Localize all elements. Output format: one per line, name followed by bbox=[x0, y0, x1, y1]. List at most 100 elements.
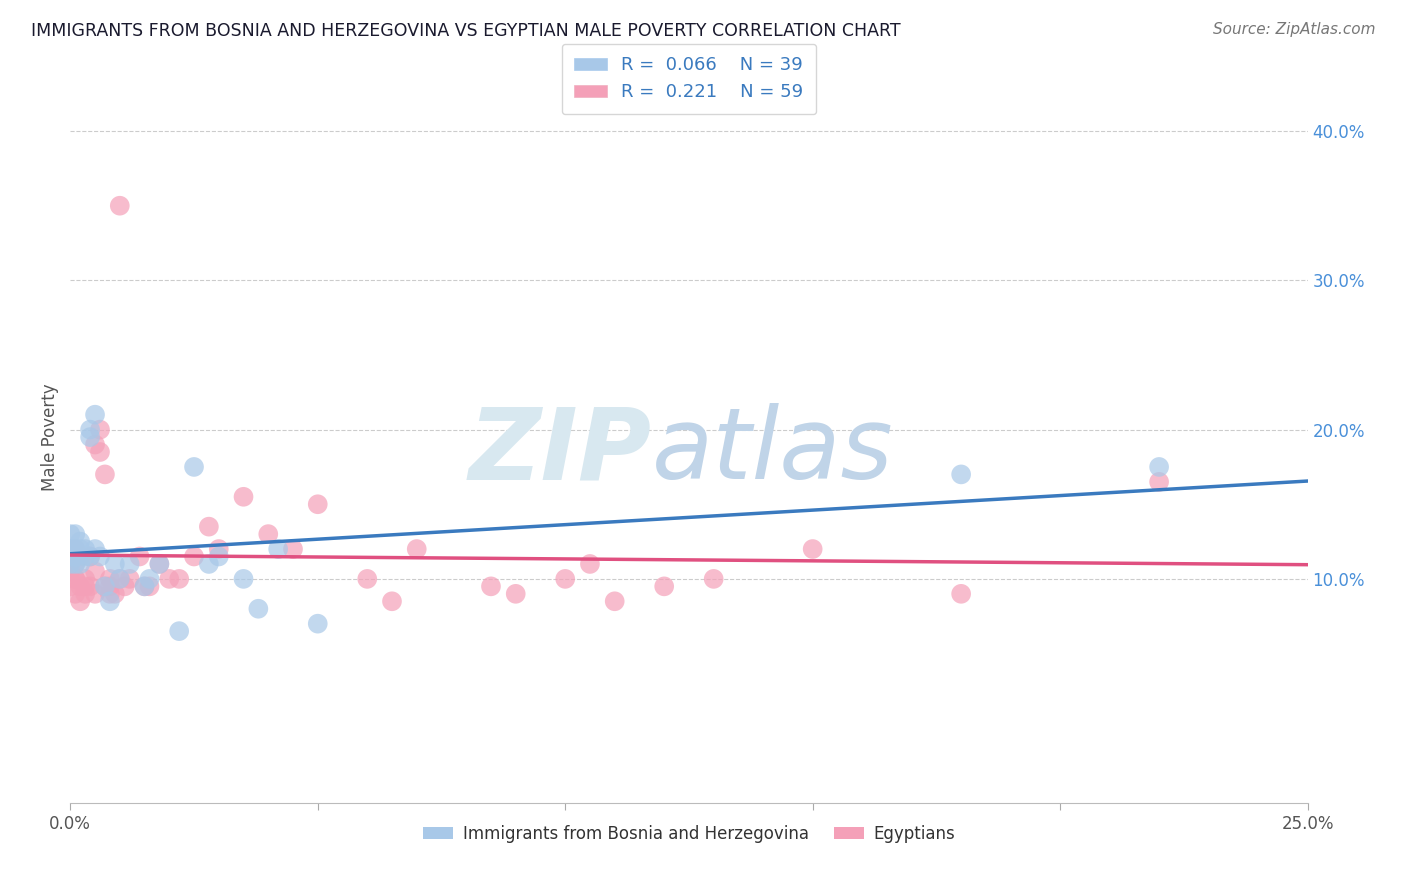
Point bbox=[98, 594, 121, 608]
Point bbox=[75, 572, 97, 586]
Text: IMMIGRANTS FROM BOSNIA AND HERZEGOVINA VS EGYPTIAN MALE POVERTY CORRELATION CHAR: IMMIGRANTS FROM BOSNIA AND HERZEGOVINA V… bbox=[31, 22, 901, 40]
Point bbox=[59, 557, 82, 571]
Point bbox=[89, 445, 111, 459]
Point bbox=[79, 549, 101, 564]
Point bbox=[89, 423, 111, 437]
Point bbox=[69, 542, 91, 557]
Point bbox=[108, 572, 131, 586]
Point bbox=[65, 572, 87, 586]
Point bbox=[801, 542, 824, 557]
Point bbox=[603, 594, 626, 608]
Point bbox=[59, 579, 82, 593]
Text: atlas: atlas bbox=[652, 403, 893, 500]
Point bbox=[79, 423, 101, 437]
Text: ZIP: ZIP bbox=[468, 403, 652, 500]
Point bbox=[75, 542, 97, 557]
Point bbox=[69, 579, 91, 593]
Point bbox=[183, 459, 205, 474]
Point bbox=[65, 542, 87, 557]
Point bbox=[554, 572, 576, 586]
Point bbox=[118, 557, 141, 571]
Point bbox=[84, 542, 107, 557]
Point bbox=[65, 549, 87, 564]
Point bbox=[148, 557, 170, 571]
Point bbox=[94, 467, 117, 482]
Point bbox=[183, 549, 205, 564]
Point bbox=[198, 557, 221, 571]
Point bbox=[65, 587, 87, 601]
Point bbox=[108, 199, 131, 213]
Point bbox=[479, 579, 502, 593]
Point bbox=[208, 549, 231, 564]
Point bbox=[134, 579, 156, 593]
Point bbox=[59, 542, 82, 557]
Point bbox=[59, 557, 82, 571]
Point bbox=[59, 549, 82, 564]
Point bbox=[59, 527, 82, 541]
Point bbox=[232, 572, 254, 586]
Point bbox=[59, 542, 82, 557]
Point bbox=[98, 572, 121, 586]
Point bbox=[75, 579, 97, 593]
Point bbox=[134, 579, 156, 593]
Point bbox=[69, 557, 91, 571]
Point bbox=[104, 557, 127, 571]
Point bbox=[950, 467, 973, 482]
Point bbox=[108, 572, 131, 586]
Point bbox=[257, 527, 280, 541]
Point bbox=[89, 549, 111, 564]
Point bbox=[138, 579, 160, 593]
Point bbox=[405, 542, 427, 557]
Point bbox=[104, 587, 127, 601]
Point bbox=[579, 557, 602, 571]
Point bbox=[98, 587, 121, 601]
Point bbox=[79, 579, 101, 593]
Y-axis label: Male Poverty: Male Poverty bbox=[41, 384, 59, 491]
Point bbox=[79, 430, 101, 444]
Point bbox=[505, 587, 527, 601]
Point bbox=[148, 557, 170, 571]
Point bbox=[1147, 475, 1170, 489]
Point bbox=[65, 557, 87, 571]
Point bbox=[98, 579, 121, 593]
Point bbox=[247, 601, 270, 615]
Point bbox=[232, 490, 254, 504]
Point bbox=[703, 572, 725, 586]
Point bbox=[65, 542, 87, 557]
Point bbox=[69, 534, 91, 549]
Point bbox=[65, 557, 87, 571]
Point bbox=[157, 572, 180, 586]
Point bbox=[118, 572, 141, 586]
Point bbox=[79, 549, 101, 564]
Point bbox=[381, 594, 404, 608]
Point bbox=[94, 579, 117, 593]
Point bbox=[198, 519, 221, 533]
Point bbox=[652, 579, 675, 593]
Point bbox=[167, 572, 190, 586]
Point bbox=[65, 572, 87, 586]
Point bbox=[356, 572, 378, 586]
Point bbox=[267, 542, 290, 557]
Point bbox=[84, 587, 107, 601]
Point bbox=[281, 542, 304, 557]
Point bbox=[307, 616, 329, 631]
Point bbox=[69, 594, 91, 608]
Point bbox=[138, 572, 160, 586]
Point bbox=[69, 549, 91, 564]
Point bbox=[75, 587, 97, 601]
Legend: Immigrants from Bosnia and Herzegovina, Egyptians: Immigrants from Bosnia and Herzegovina, … bbox=[416, 818, 962, 849]
Point bbox=[59, 565, 82, 579]
Point bbox=[59, 549, 82, 564]
Point bbox=[208, 542, 231, 557]
Point bbox=[65, 527, 87, 541]
Point bbox=[94, 579, 117, 593]
Point bbox=[950, 587, 973, 601]
Point bbox=[84, 565, 107, 579]
Point bbox=[65, 549, 87, 564]
Point bbox=[114, 579, 136, 593]
Point bbox=[84, 408, 107, 422]
Point bbox=[59, 565, 82, 579]
Point bbox=[128, 549, 150, 564]
Point bbox=[84, 437, 107, 451]
Point bbox=[307, 497, 329, 511]
